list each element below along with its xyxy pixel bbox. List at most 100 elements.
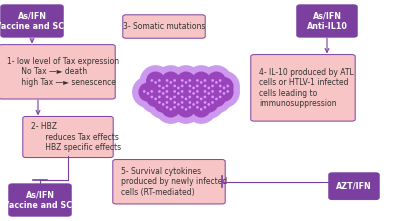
Ellipse shape xyxy=(158,79,161,82)
Ellipse shape xyxy=(176,88,196,107)
FancyBboxPatch shape xyxy=(123,15,205,38)
Ellipse shape xyxy=(223,87,225,89)
Ellipse shape xyxy=(199,77,218,96)
Ellipse shape xyxy=(196,79,199,82)
Ellipse shape xyxy=(156,93,186,123)
Ellipse shape xyxy=(207,88,226,107)
Ellipse shape xyxy=(166,96,168,98)
Ellipse shape xyxy=(199,93,218,113)
Ellipse shape xyxy=(188,96,191,98)
Ellipse shape xyxy=(173,106,176,109)
Ellipse shape xyxy=(186,66,216,96)
Text: As/IFN
Vaccine and SCT: As/IFN Vaccine and SCT xyxy=(0,11,69,31)
Ellipse shape xyxy=(200,108,202,111)
Ellipse shape xyxy=(181,106,184,109)
Ellipse shape xyxy=(156,82,186,113)
Ellipse shape xyxy=(211,79,214,82)
Ellipse shape xyxy=(200,97,202,100)
Ellipse shape xyxy=(171,93,201,123)
Ellipse shape xyxy=(204,85,206,87)
Text: 5- Survival cytokines
produced by newly infected
cells (RT-mediated): 5- Survival cytokines produced by newly … xyxy=(121,167,227,197)
Ellipse shape xyxy=(188,106,191,109)
Ellipse shape xyxy=(196,106,199,109)
Ellipse shape xyxy=(154,97,157,100)
Ellipse shape xyxy=(188,101,191,104)
Ellipse shape xyxy=(161,88,180,107)
Ellipse shape xyxy=(219,79,222,82)
Ellipse shape xyxy=(178,71,209,102)
Ellipse shape xyxy=(181,96,184,98)
Ellipse shape xyxy=(176,72,196,91)
Ellipse shape xyxy=(196,96,199,98)
Ellipse shape xyxy=(178,77,209,107)
Ellipse shape xyxy=(171,82,201,113)
Ellipse shape xyxy=(196,85,199,87)
Ellipse shape xyxy=(192,88,211,107)
Ellipse shape xyxy=(170,81,172,84)
Ellipse shape xyxy=(196,90,199,93)
Ellipse shape xyxy=(150,96,153,98)
Ellipse shape xyxy=(204,79,206,82)
Ellipse shape xyxy=(162,87,164,89)
FancyBboxPatch shape xyxy=(297,5,357,37)
Ellipse shape xyxy=(194,77,224,107)
FancyBboxPatch shape xyxy=(23,116,113,158)
Ellipse shape xyxy=(215,81,218,84)
Ellipse shape xyxy=(173,79,176,82)
Ellipse shape xyxy=(204,101,206,104)
Ellipse shape xyxy=(166,79,168,82)
Ellipse shape xyxy=(214,82,234,102)
FancyBboxPatch shape xyxy=(329,173,379,200)
Ellipse shape xyxy=(192,98,211,118)
Ellipse shape xyxy=(184,77,203,96)
Ellipse shape xyxy=(170,108,172,111)
Ellipse shape xyxy=(201,82,232,113)
Ellipse shape xyxy=(184,93,203,113)
Ellipse shape xyxy=(163,77,194,107)
FancyBboxPatch shape xyxy=(113,160,225,204)
Ellipse shape xyxy=(192,92,195,95)
Ellipse shape xyxy=(184,82,203,102)
FancyBboxPatch shape xyxy=(251,55,355,121)
Ellipse shape xyxy=(219,90,222,93)
Ellipse shape xyxy=(207,72,226,91)
FancyBboxPatch shape xyxy=(0,45,115,99)
Ellipse shape xyxy=(211,101,214,104)
Ellipse shape xyxy=(226,85,229,87)
Ellipse shape xyxy=(177,103,180,106)
Ellipse shape xyxy=(215,97,218,100)
Text: 3- Somatic mutations: 3- Somatic mutations xyxy=(123,22,205,31)
Ellipse shape xyxy=(188,85,191,87)
Ellipse shape xyxy=(158,101,161,104)
Ellipse shape xyxy=(201,66,232,96)
Ellipse shape xyxy=(185,81,187,84)
Ellipse shape xyxy=(161,72,180,91)
Ellipse shape xyxy=(186,82,216,113)
Text: As/IFN
Vaccine and SCT: As/IFN Vaccine and SCT xyxy=(3,190,77,210)
Ellipse shape xyxy=(223,92,225,95)
Ellipse shape xyxy=(226,90,229,93)
Ellipse shape xyxy=(219,96,222,98)
Ellipse shape xyxy=(169,77,188,96)
Ellipse shape xyxy=(185,108,187,111)
Ellipse shape xyxy=(188,79,191,82)
Ellipse shape xyxy=(173,85,176,87)
Ellipse shape xyxy=(173,90,176,93)
Ellipse shape xyxy=(181,85,184,87)
Ellipse shape xyxy=(148,88,178,118)
Ellipse shape xyxy=(148,71,178,102)
Ellipse shape xyxy=(156,66,186,96)
Ellipse shape xyxy=(140,66,171,96)
FancyBboxPatch shape xyxy=(9,184,71,216)
Ellipse shape xyxy=(208,87,210,89)
Ellipse shape xyxy=(181,90,184,93)
FancyBboxPatch shape xyxy=(1,5,63,37)
Text: 2- HBZ
      reduces Tax effects
      HBZ specific effects: 2- HBZ reduces Tax effects HBZ specific … xyxy=(31,122,121,152)
Ellipse shape xyxy=(162,92,164,95)
Ellipse shape xyxy=(192,103,195,106)
Ellipse shape xyxy=(181,101,184,104)
Ellipse shape xyxy=(173,101,176,104)
Ellipse shape xyxy=(162,103,164,106)
Ellipse shape xyxy=(209,71,239,102)
Ellipse shape xyxy=(194,71,224,102)
